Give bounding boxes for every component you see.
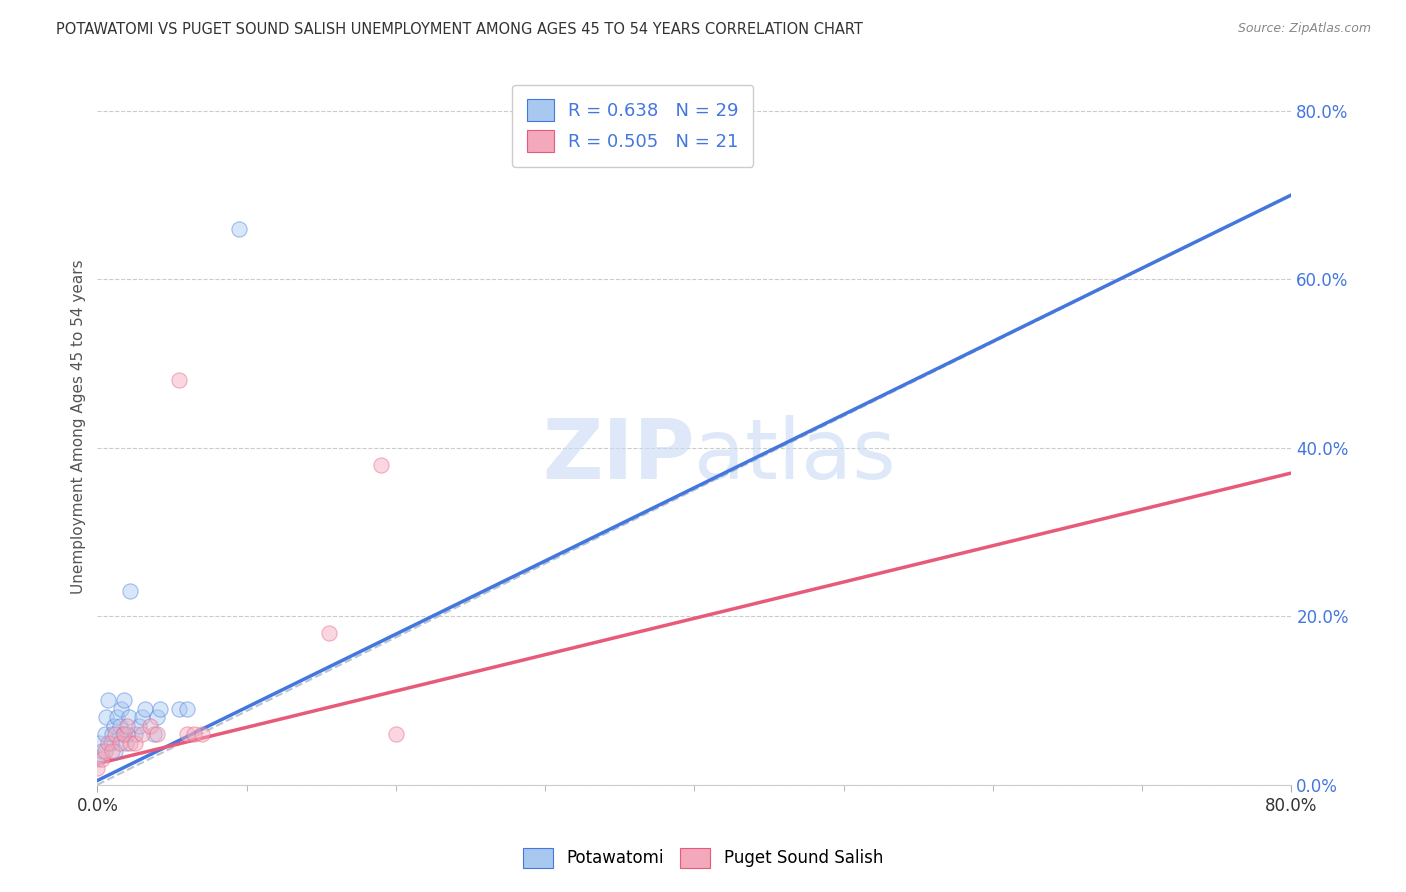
Text: ZIP: ZIP xyxy=(541,415,695,496)
Point xyxy=(385,727,408,741)
Point xyxy=(318,626,340,640)
Point xyxy=(96,710,118,724)
Point xyxy=(176,702,198,716)
Point xyxy=(97,736,120,750)
Point xyxy=(128,719,150,733)
Point xyxy=(94,727,117,741)
Point xyxy=(146,710,169,724)
Point xyxy=(176,727,198,741)
Point xyxy=(115,727,138,741)
Point xyxy=(120,736,142,750)
Point xyxy=(370,458,392,472)
Point xyxy=(131,710,153,724)
Legend: Potawatomi, Puget Sound Salish: Potawatomi, Puget Sound Salish xyxy=(516,841,890,875)
Point xyxy=(124,736,146,750)
Point xyxy=(90,744,112,758)
Point xyxy=(146,727,169,741)
Point xyxy=(103,719,125,733)
Point xyxy=(149,702,172,716)
Point xyxy=(228,221,250,235)
Point xyxy=(108,719,131,733)
Text: Source: ZipAtlas.com: Source: ZipAtlas.com xyxy=(1237,22,1371,36)
Point xyxy=(105,710,128,724)
Point xyxy=(118,710,141,724)
Point xyxy=(110,702,132,716)
Point xyxy=(143,727,166,741)
Point xyxy=(114,736,136,750)
Point xyxy=(104,744,127,758)
Point xyxy=(138,719,160,733)
Point xyxy=(169,373,191,387)
Legend: R = 0.638   N = 29, R = 0.505   N = 21: R = 0.638 N = 29, R = 0.505 N = 21 xyxy=(512,85,754,167)
Point xyxy=(87,736,110,750)
Point xyxy=(169,702,191,716)
Point xyxy=(100,736,122,750)
Text: atlas: atlas xyxy=(695,415,896,496)
Point xyxy=(124,727,146,741)
Point xyxy=(115,719,138,733)
Point xyxy=(101,727,124,741)
Point xyxy=(120,583,142,598)
Point xyxy=(134,702,156,716)
Text: POTAWATOMI VS PUGET SOUND SALISH UNEMPLOYMENT AMONG AGES 45 TO 54 YEARS CORRELAT: POTAWATOMI VS PUGET SOUND SALISH UNEMPLO… xyxy=(56,22,863,37)
Point xyxy=(183,727,205,741)
Point xyxy=(97,693,120,707)
Point xyxy=(86,752,108,766)
Point xyxy=(191,727,214,741)
Point xyxy=(112,693,135,707)
Point xyxy=(86,761,108,775)
Point xyxy=(104,727,127,741)
Point xyxy=(108,736,131,750)
Point xyxy=(101,744,124,758)
Point xyxy=(90,752,112,766)
Y-axis label: Unemployment Among Ages 45 to 54 years: Unemployment Among Ages 45 to 54 years xyxy=(72,260,86,594)
Point xyxy=(131,727,153,741)
Point xyxy=(111,727,134,741)
Point xyxy=(112,727,135,741)
Point xyxy=(94,744,117,758)
